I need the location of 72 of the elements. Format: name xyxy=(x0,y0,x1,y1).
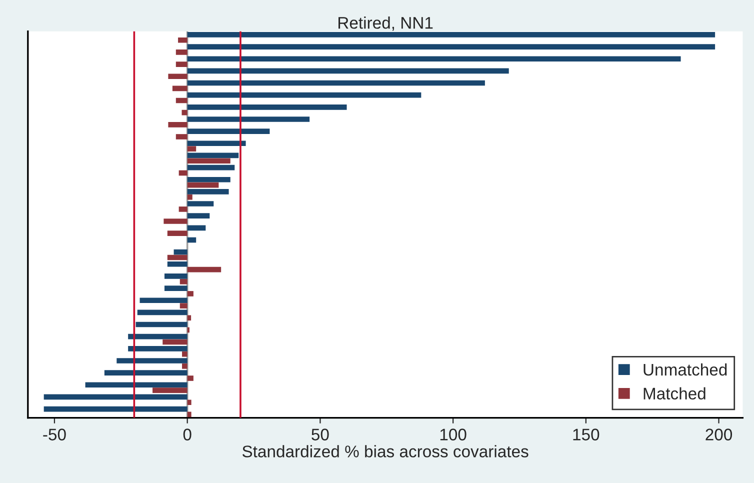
x-tick-label: 200 xyxy=(706,428,732,440)
bar xyxy=(176,50,188,55)
bar xyxy=(187,182,219,188)
bar xyxy=(187,92,422,98)
bar xyxy=(187,315,192,321)
x-tick-label: 100 xyxy=(440,428,466,440)
x-tick-label: -50 xyxy=(43,428,66,440)
chart-title: Retired, NN1 xyxy=(338,16,433,31)
bar xyxy=(187,128,270,134)
bar xyxy=(164,218,188,224)
x-tick-label: 50 xyxy=(312,428,329,440)
bar xyxy=(187,146,196,152)
bar xyxy=(187,176,230,182)
bar xyxy=(187,189,229,194)
bar xyxy=(187,266,222,272)
bar xyxy=(187,32,716,38)
bar xyxy=(167,254,188,260)
bar xyxy=(187,237,196,243)
bar xyxy=(162,339,188,345)
bar xyxy=(178,37,188,43)
bar xyxy=(167,230,188,236)
bar xyxy=(178,206,188,212)
bar xyxy=(187,116,310,122)
bar xyxy=(182,351,188,357)
bar xyxy=(187,68,509,74)
bar xyxy=(152,388,188,393)
bar xyxy=(168,74,188,80)
bar xyxy=(168,122,188,128)
bar xyxy=(187,376,194,381)
bar xyxy=(180,303,188,308)
bar xyxy=(44,406,188,412)
bar xyxy=(178,170,188,176)
bar xyxy=(187,213,210,219)
bar xyxy=(182,110,188,116)
x-tick-label: 150 xyxy=(573,428,600,440)
bar xyxy=(187,56,681,62)
bar xyxy=(176,98,188,104)
bar xyxy=(187,44,716,50)
bar xyxy=(172,86,188,92)
bar xyxy=(44,394,188,400)
bar xyxy=(164,286,188,291)
bar xyxy=(187,194,192,200)
bar xyxy=(136,322,188,328)
bar xyxy=(85,382,188,388)
bar xyxy=(176,62,188,67)
bar xyxy=(187,80,485,86)
bar xyxy=(187,412,192,418)
bar xyxy=(187,104,347,110)
bar xyxy=(176,134,188,140)
legend-label: Unmatched xyxy=(644,363,727,376)
legend-label: Matched xyxy=(644,387,706,400)
bar xyxy=(187,201,214,206)
bar xyxy=(182,364,188,369)
bar xyxy=(137,310,188,316)
x-axis-title: Standardized % bias across covariates xyxy=(242,445,528,458)
bar xyxy=(140,298,188,304)
bar xyxy=(187,225,206,231)
bar xyxy=(187,291,194,296)
bar xyxy=(104,370,188,376)
bar xyxy=(167,261,188,267)
bar xyxy=(174,249,188,255)
bar xyxy=(187,400,192,406)
bar xyxy=(116,358,188,364)
bar xyxy=(187,140,246,146)
x-tick-label: 0 xyxy=(183,428,192,440)
bar xyxy=(187,164,235,170)
bar xyxy=(180,278,188,284)
bar xyxy=(187,152,239,158)
bar xyxy=(187,158,230,164)
bar xyxy=(128,334,188,340)
bar xyxy=(128,346,188,352)
bar xyxy=(164,274,188,279)
